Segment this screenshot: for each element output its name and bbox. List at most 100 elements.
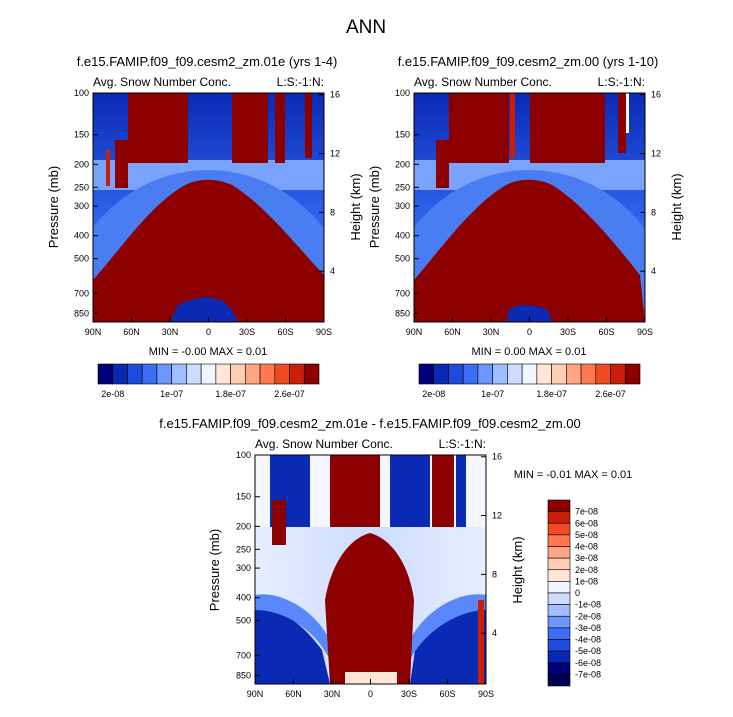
colorbar-swatch <box>433 363 449 385</box>
colorbar-label: 2.6e-07 <box>274 389 305 399</box>
colorbar-swatch <box>536 363 552 385</box>
colorbar-label: 7e-08 <box>575 507 598 517</box>
colorbar-swatch <box>127 363 143 385</box>
x-tick-label: 60N <box>444 327 461 337</box>
panel-1-lower-blue <box>170 297 238 322</box>
panel-1-cirrus-right2 <box>275 93 285 163</box>
colorbar-swatch <box>507 363 523 385</box>
y-tick-label: 400 <box>395 231 410 241</box>
colorbar-label: 1.8e-07 <box>536 389 567 399</box>
colorbar-label: -7e-08 <box>575 669 601 679</box>
x-tick-label: 30S <box>401 689 417 699</box>
y-tick-label: 700 <box>236 650 251 660</box>
panel-3-title: f.e15.FAMIP.f09_f09.cesm2_zm.01e - f.e15… <box>159 416 581 431</box>
y-tick-label: 100 <box>395 88 410 98</box>
x-tick-label: 90N <box>247 689 264 699</box>
panel-3-x-axis: 90N 60N 30N 0 30S 60S 90S <box>247 679 494 699</box>
panel-2-cirrus-right <box>530 93 605 163</box>
colorbar-swatch <box>547 511 571 524</box>
y-tick-label: 250 <box>74 182 89 192</box>
colorbar-label: 2e-08 <box>422 389 445 399</box>
colorbar-label: 6e-08 <box>575 518 598 528</box>
panel-3-right-blue-lobe <box>410 609 486 684</box>
panel-3-plot-area <box>254 454 487 685</box>
colorbar-swatch <box>547 615 571 629</box>
colorbar-swatch <box>215 363 231 385</box>
panel-3-top-block-right <box>390 455 430 527</box>
panel-3-left-label: Avg. Snow Number Conc. <box>255 437 393 451</box>
panel-2-lower-blue <box>506 305 552 322</box>
colorbar-swatch <box>245 363 261 385</box>
panel-1-ylabel: Pressure (mb) <box>46 166 61 248</box>
x-tick-label: 30S <box>239 327 255 337</box>
y-right-tick-label: 4 <box>330 266 335 276</box>
panel-2-plot-area <box>413 92 646 323</box>
x-tick-label: 60N <box>285 689 302 699</box>
panel-1-colorbar: 2e-08 1e-07 1.8e-07 2.6e-07 <box>97 363 320 399</box>
panel-3-left-blue-halo <box>255 594 330 660</box>
panel-1-cirrus-left <box>128 93 188 163</box>
colorbar-swatch <box>274 363 290 385</box>
colorbar-swatch <box>547 499 571 512</box>
panel-2-cirrus-stripe3 <box>626 93 629 133</box>
colorbar-swatch <box>171 363 187 385</box>
y-right-tick-label: 16 <box>330 90 340 100</box>
colorbar-swatch <box>289 363 305 385</box>
y-right-tick-label: 8 <box>330 207 335 217</box>
panel-1-y-axis: 100 150 200 250 300 400 500 700 850 <box>74 88 98 318</box>
x-tick-label: 60S <box>439 689 455 699</box>
panel-1-minmax: MIN = -0.00 MAX = 0.01 <box>149 346 268 358</box>
colorbar-swatch <box>112 363 128 385</box>
panel-2-ylabel-right: Height (km) <box>669 173 684 240</box>
y-tick-label: 400 <box>74 231 89 241</box>
colorbar-label: 2e-08 <box>575 565 598 575</box>
panel-1: f.e15.FAMIP.f09_f09.cesm2_zm.01e (yrs 1-… <box>46 54 363 399</box>
y-right-tick-label: 8 <box>492 569 497 579</box>
panel-3-bottom-light <box>345 672 397 684</box>
panel-2-title: f.e15.FAMIP.f09_f09.cesm2_zm.00 (yrs 1-1… <box>398 54 659 69</box>
colorbar-label: 2.6e-07 <box>595 389 626 399</box>
panel-3-minmax: MIN = -0.01 MAX = 0.01 <box>514 469 633 481</box>
panel-2-ylabel: Pressure (mb) <box>367 166 382 248</box>
panel-2-y-axis-right: 16 12 8 4 <box>640 90 661 276</box>
y-tick-label: 500 <box>236 616 251 626</box>
x-tick-label: 90N <box>85 327 102 337</box>
panel-1-dome <box>93 179 324 322</box>
panel-1-cirrus-left3 <box>106 150 110 186</box>
y-tick-label: 300 <box>74 201 89 211</box>
colorbar-swatch <box>448 363 464 385</box>
panel-2-colorbar: 2e-08 1e-07 1.8e-07 2.6e-07 <box>418 363 641 399</box>
y-right-tick-label: 4 <box>492 628 497 638</box>
y-tick-label: 500 <box>395 254 410 264</box>
panel-2-y-axis: 100 150 200 250 300 400 500 700 850 <box>395 88 419 318</box>
panel-2-x-axis: 90N 60N 30N 0 30S 60S 90S <box>406 317 653 337</box>
panel-2-cirrus-stripe2 <box>618 93 626 153</box>
y-tick-label: 150 <box>236 492 251 502</box>
colorbar-label: -6e-08 <box>575 658 601 668</box>
colorbar-swatch <box>595 363 611 385</box>
panel-3-left-blue-lobe <box>255 609 330 684</box>
y-tick-label: 200 <box>395 159 410 169</box>
colorbar-label: 1e-07 <box>481 389 504 399</box>
panel-1-title: f.e15.FAMIP.f09_f09.cesm2_zm.01e (yrs 1-… <box>77 54 338 69</box>
colorbar-swatch <box>477 363 493 385</box>
colorbar-swatch <box>547 604 571 617</box>
colorbar-swatch <box>547 581 571 594</box>
colorbar-swatch <box>610 363 626 385</box>
panel-3: f.e15.FAMIP.f09_f09.cesm2_zm.01e - f.e15… <box>159 416 632 699</box>
colorbar-label: 4e-08 <box>575 542 598 552</box>
panel-3-top-block-right3 <box>456 455 466 527</box>
colorbar-label: 1e-07 <box>160 389 183 399</box>
colorbar-label: 1e-08 <box>575 576 598 586</box>
y-tick-label: 150 <box>74 130 89 140</box>
y-tick-label: 850 <box>74 308 89 318</box>
colorbar-swatch <box>200 363 217 385</box>
y-right-tick-label: 12 <box>492 511 502 521</box>
x-tick-label: 60S <box>598 327 614 337</box>
y-tick-label: 850 <box>236 670 251 680</box>
y-right-tick-label: 12 <box>330 149 340 159</box>
colorbar-swatch <box>547 662 571 675</box>
y-tick-label: 100 <box>74 88 89 98</box>
